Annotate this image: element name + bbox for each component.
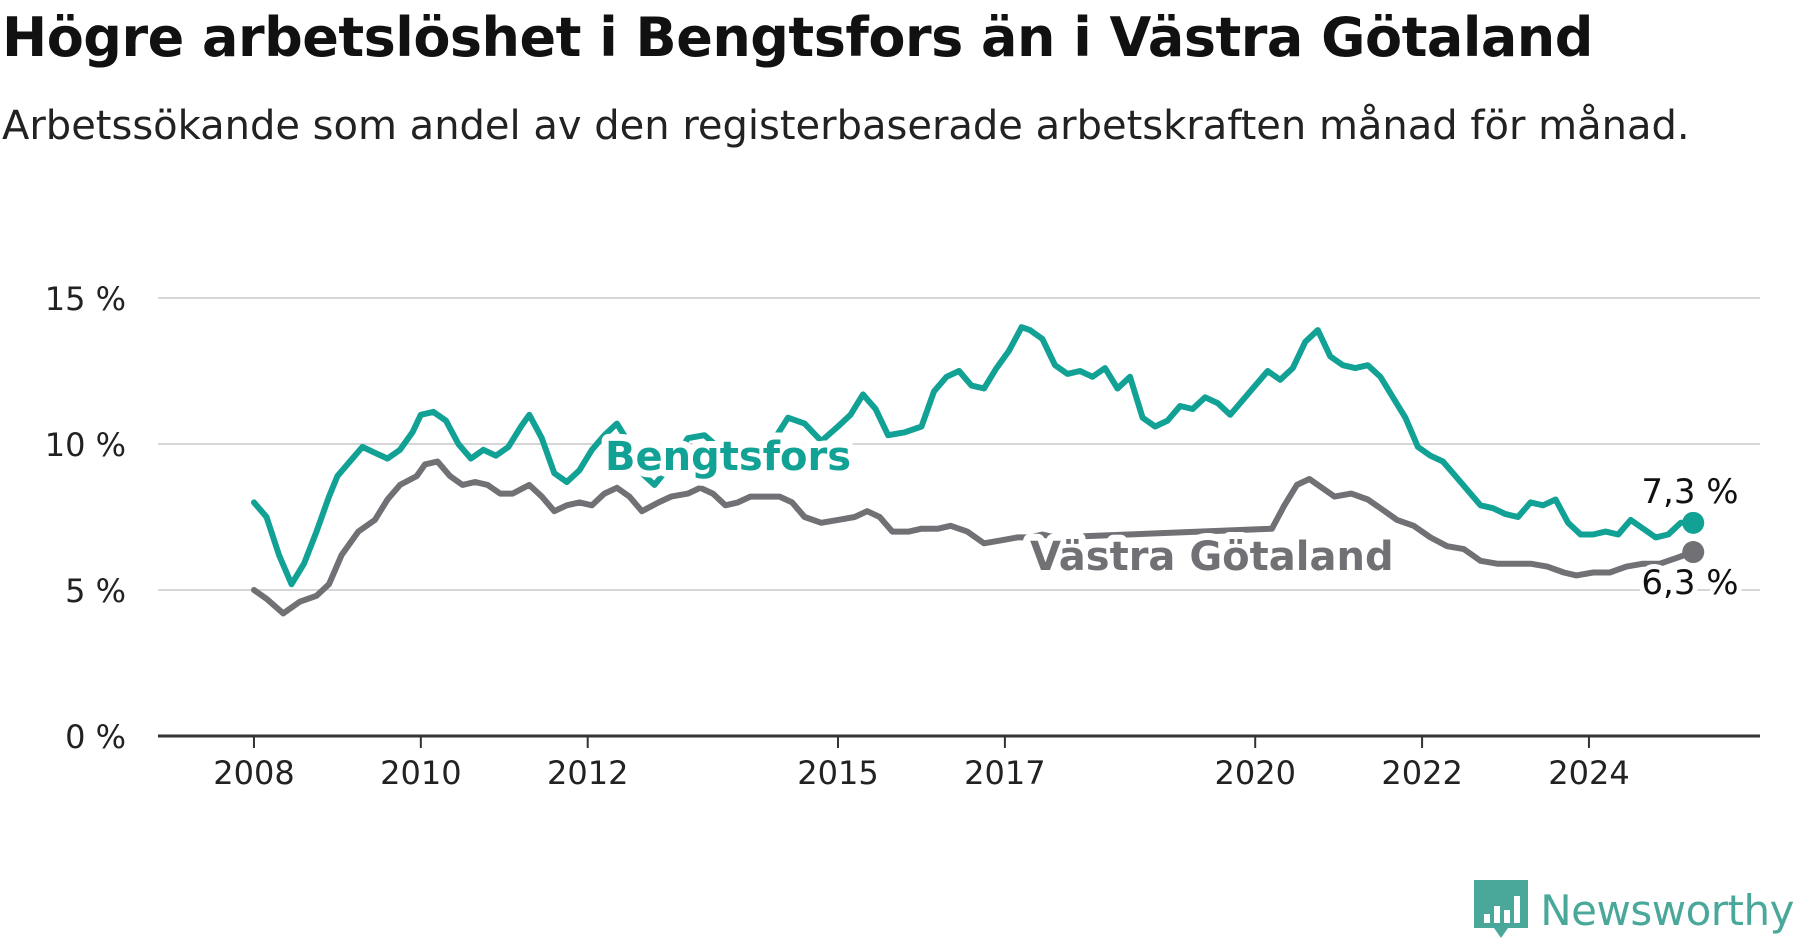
series-label-bengtsfors: Bengtsfors — [605, 434, 851, 480]
y-tick-label: 5 % — [65, 572, 126, 610]
series-lines — [251, 324, 1705, 617]
chart-subtitle: Arbetssökande som andel av den registerb… — [2, 103, 1690, 149]
y-tick-label: 15 % — [45, 280, 126, 318]
series-line-bengtsfors — [251, 324, 1697, 588]
x-axis: 2008 2010 2012 2015 2017 2020 2022 2024 — [158, 734, 1760, 792]
series-line-vastra-gotaland — [251, 458, 1697, 617]
end-value-label-bengtsfors: 7,3 % — [1641, 472, 1738, 512]
end-point-bengtsfors — [1682, 511, 1705, 534]
brand-name: Newsworthy — [1540, 885, 1794, 935]
x-tick-label: 2012 — [547, 754, 628, 792]
series-label-vastra-gotaland: Västra Götaland — [1030, 534, 1394, 580]
x-tick-label: 2022 — [1381, 754, 1462, 792]
end-point-vastra-gotaland — [1682, 541, 1705, 564]
x-tick-label: 2020 — [1214, 754, 1295, 792]
y-axis-labels: 0 % 5 % 10 % 15 % — [45, 280, 126, 756]
brand: Newsworthy — [1474, 880, 1794, 940]
grid-lines — [158, 297, 1760, 591]
newsworthy-logo-icon — [1474, 880, 1529, 938]
y-tick-label: 0 % — [65, 718, 126, 756]
chart-title: Högre arbetslöshet i Bengtsfors än i Väs… — [2, 6, 1593, 69]
x-tick-label: 2008 — [213, 754, 294, 792]
x-tick-label: 2015 — [797, 754, 878, 792]
end-value-label-vastra-gotaland: 6,3 % — [1641, 563, 1738, 603]
series-labels: Bengtsfors Västra Götaland 7,3 % 6,3 % — [598, 427, 1744, 608]
x-tick-label: 2024 — [1548, 754, 1629, 792]
x-tick-label: 2010 — [380, 754, 461, 792]
y-tick-label: 10 % — [45, 426, 126, 464]
x-tick-label: 2017 — [964, 754, 1045, 792]
